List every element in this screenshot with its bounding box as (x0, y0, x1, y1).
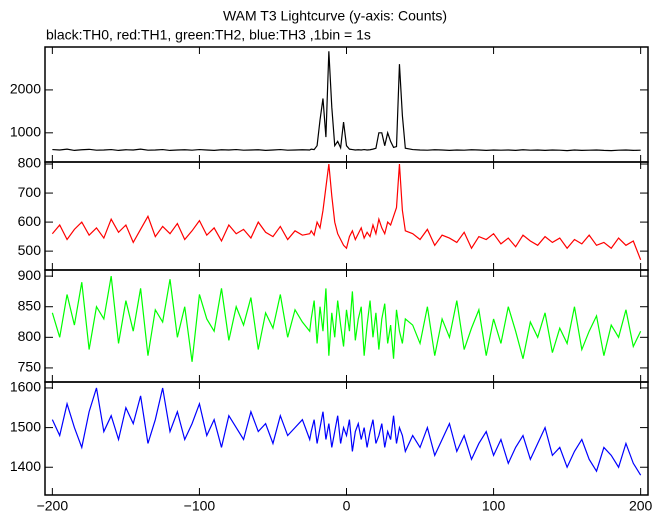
y-tick-label: 900 (18, 267, 42, 283)
y-tick-label: 500 (18, 242, 42, 258)
data-line (52, 51, 641, 152)
panel-frame (44, 381, 649, 496)
y-tick-label: 1000 (10, 124, 41, 140)
y-tick-label: 850 (18, 297, 42, 313)
x-tick-label: −100 (184, 498, 216, 514)
x-tick-label: 200 (629, 498, 653, 514)
y-tick-label: 700 (18, 184, 42, 200)
panel-frame (44, 161, 649, 271)
y-tick-label: 1400 (10, 458, 41, 474)
y-tick-label: 600 (18, 213, 42, 229)
y-tick-label: 800 (18, 155, 42, 171)
data-line (51, 276, 642, 362)
y-tick-label: 1600 (10, 379, 41, 395)
x-tick-label: −200 (37, 498, 69, 514)
chart-subtitle: black:TH0, red:TH1, green:TH2, blue:TH3 … (46, 27, 371, 43)
y-tick-label: 2000 (10, 81, 41, 97)
y-tick-label: 800 (18, 328, 42, 344)
data-line (51, 387, 642, 476)
x-tick-label: 100 (482, 498, 506, 514)
data-line (51, 163, 642, 261)
y-tick-label: 1500 (10, 418, 41, 434)
x-tick-label: 0 (343, 498, 351, 514)
y-tick-label: 750 (18, 359, 42, 375)
chart-title: WAM T3 Lightcurve (y-axis: Counts) (223, 8, 447, 24)
panel-frame (44, 269, 649, 383)
